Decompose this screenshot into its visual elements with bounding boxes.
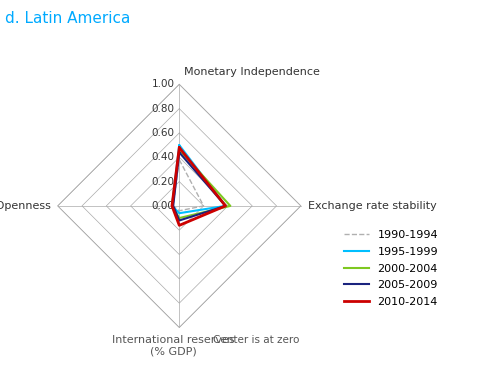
Text: Exchange rate stability: Exchange rate stability xyxy=(308,201,437,211)
Text: 0.60: 0.60 xyxy=(151,128,174,138)
Text: 0.40: 0.40 xyxy=(151,152,174,162)
Legend: 1990-1994, 1995-1999, 2000-2004, 2005-2009, 2010-2014: 1990-1994, 1995-1999, 2000-2004, 2005-20… xyxy=(344,230,438,307)
Text: 0.20: 0.20 xyxy=(151,176,174,186)
Text: Financial Openness: Financial Openness xyxy=(0,201,50,211)
Text: 1.00: 1.00 xyxy=(151,79,174,89)
Text: d. Latin America: d. Latin America xyxy=(5,11,130,26)
Text: International reserves
(% GDP): International reserves (% GDP) xyxy=(112,335,235,356)
Text: Monetary Independence: Monetary Independence xyxy=(184,67,320,77)
Text: 0.00: 0.00 xyxy=(151,201,174,211)
Text: Center is at zero: Center is at zero xyxy=(213,335,300,345)
Text: 0.80: 0.80 xyxy=(151,104,174,114)
